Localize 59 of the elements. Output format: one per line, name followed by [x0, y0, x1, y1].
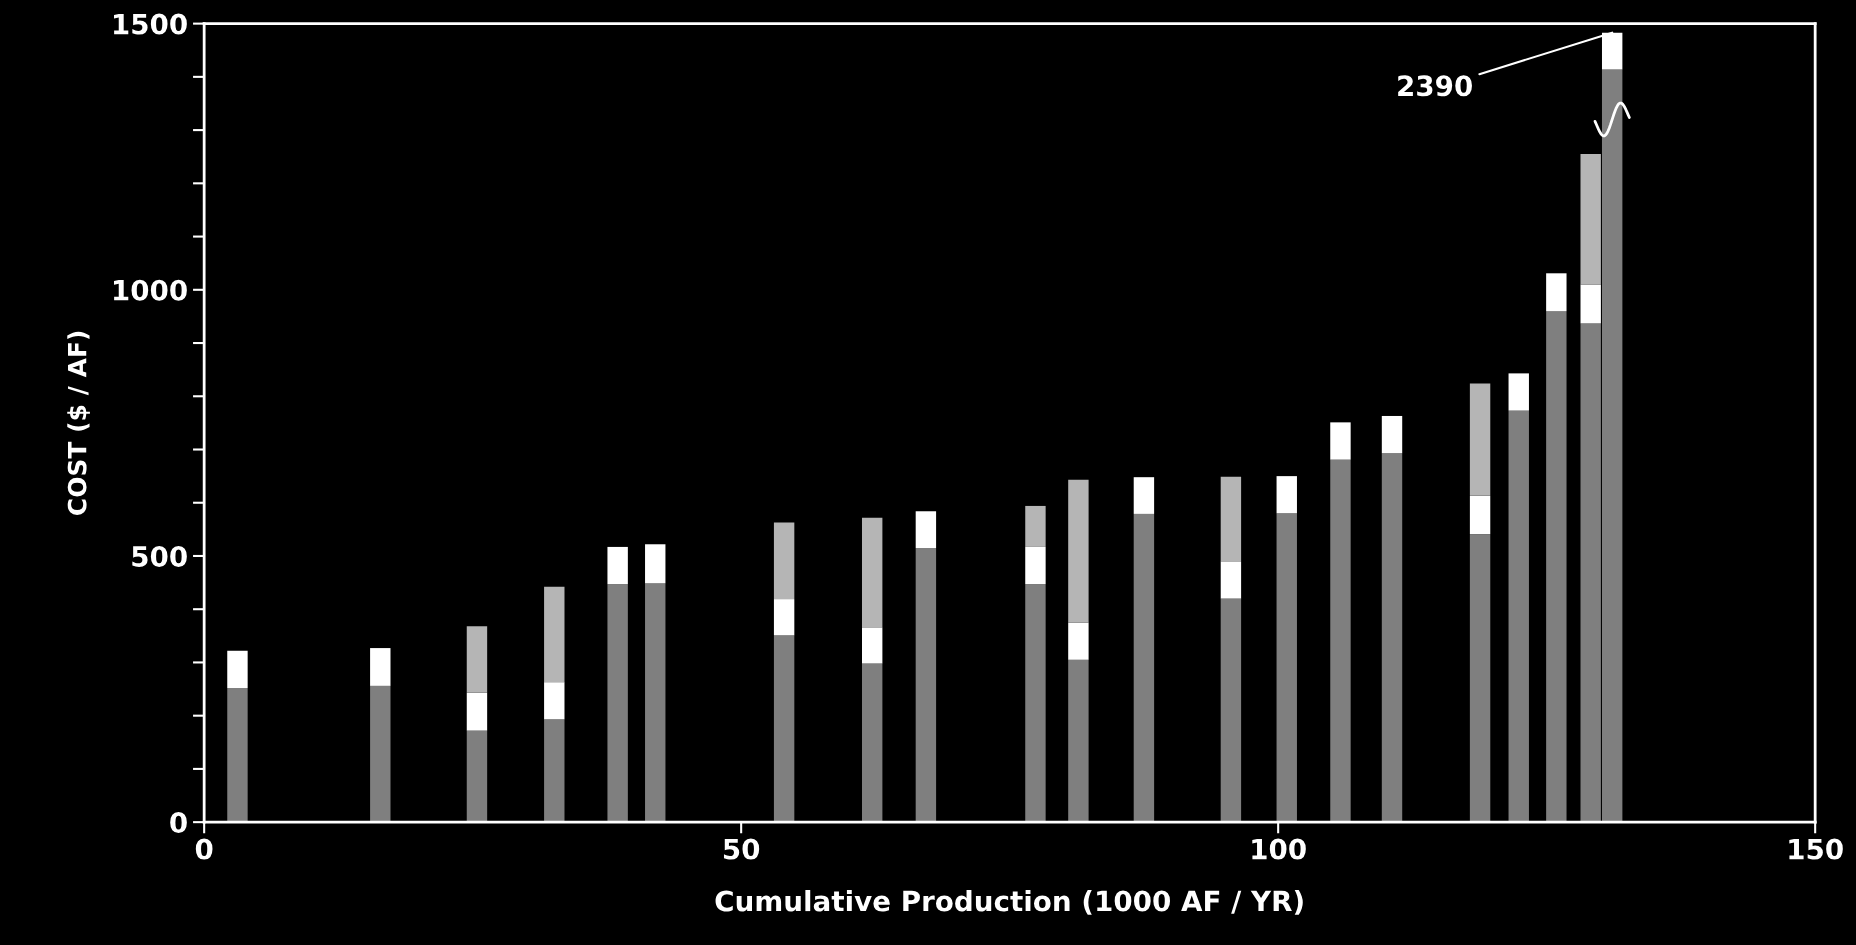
bar: [544, 682, 565, 720]
bar: [1469, 383, 1491, 496]
bar: [607, 546, 628, 585]
bar: [466, 692, 488, 731]
bar: [1220, 561, 1242, 599]
bar: [370, 648, 391, 686]
bar: [607, 584, 628, 823]
bar: [1469, 534, 1491, 823]
bar: [1580, 284, 1601, 324]
y-tick-label: 0: [170, 812, 187, 834]
annotation: 2390: [1398, 75, 1472, 97]
y-axis-title: COST ($ / AF): [67, 331, 90, 515]
bar: [1330, 422, 1351, 460]
bar: [1025, 584, 1046, 823]
bar: [645, 583, 666, 823]
bar: [1220, 476, 1242, 562]
bar: [466, 626, 488, 693]
y-tick-label: 500: [132, 545, 187, 567]
x-tick-label: 150: [1789, 838, 1843, 860]
bar: [544, 586, 565, 683]
bar: [1469, 495, 1491, 535]
y-tick-label: 1500: [114, 13, 187, 35]
bar: [1068, 622, 1089, 660]
bar: [1508, 373, 1529, 411]
bar: [773, 635, 795, 823]
y-tick-label: 1000: [114, 279, 187, 301]
bar: [915, 547, 937, 823]
bar: [544, 719, 565, 823]
bar: [1220, 598, 1242, 823]
x-tick-label: 0: [195, 838, 213, 860]
bar: [1025, 505, 1046, 547]
bar: [1276, 476, 1297, 514]
x-tick-label: 100: [1252, 838, 1306, 860]
bar: [1133, 477, 1155, 514]
bar: [1068, 659, 1089, 823]
bar: [1546, 273, 1567, 312]
bar: [915, 511, 937, 548]
bar: [861, 663, 883, 823]
bar: [1381, 453, 1403, 823]
bar: [773, 522, 795, 600]
bar: [1508, 410, 1529, 823]
bar: [466, 730, 488, 823]
bar: [645, 544, 666, 584]
bar: [1381, 415, 1403, 454]
bar: [1330, 459, 1351, 823]
bar: [370, 685, 391, 823]
bar: [1580, 154, 1601, 285]
bar: [1068, 479, 1089, 623]
bar: [1025, 546, 1046, 585]
x-tick-label: 50: [723, 838, 760, 860]
bar: [773, 599, 795, 636]
bar: [227, 688, 248, 823]
bar: [1133, 513, 1155, 823]
bar: [861, 627, 883, 664]
bar: [861, 517, 883, 628]
x-axis-title: Cumulative Production (1000 AF / YR): [715, 890, 1303, 915]
bar: [1276, 513, 1297, 823]
bar: [1546, 311, 1567, 823]
bar: [227, 650, 248, 688]
